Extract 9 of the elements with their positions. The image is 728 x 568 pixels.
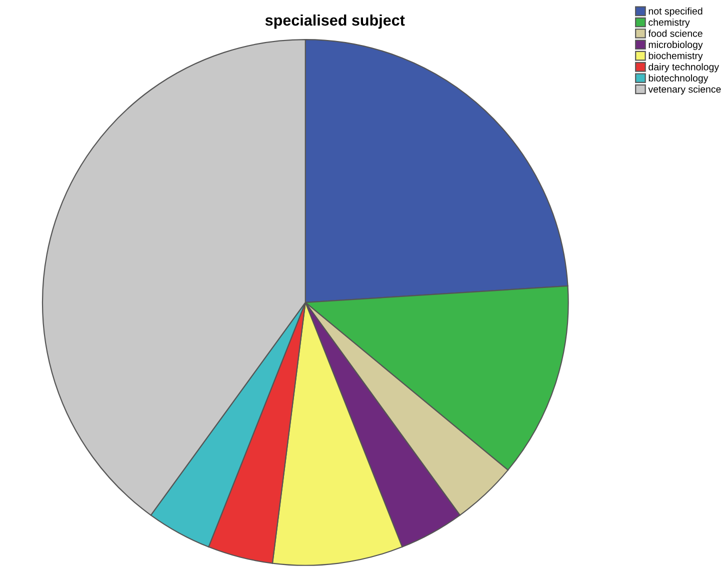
legend-label: microbiology bbox=[648, 40, 703, 50]
legend-label: biotechnology bbox=[648, 74, 708, 84]
text: specialised subject bbox=[265, 14, 405, 29]
legend-label: food science bbox=[648, 30, 702, 37]
legend-label: not specified bbox=[648, 7, 702, 17]
legend-label: biochemistry bbox=[648, 52, 703, 62]
legend-label: vetenary science bbox=[648, 86, 721, 95]
legend-label: dairy technology bbox=[648, 63, 720, 72]
legend-label: chemistry bbox=[648, 18, 690, 28]
